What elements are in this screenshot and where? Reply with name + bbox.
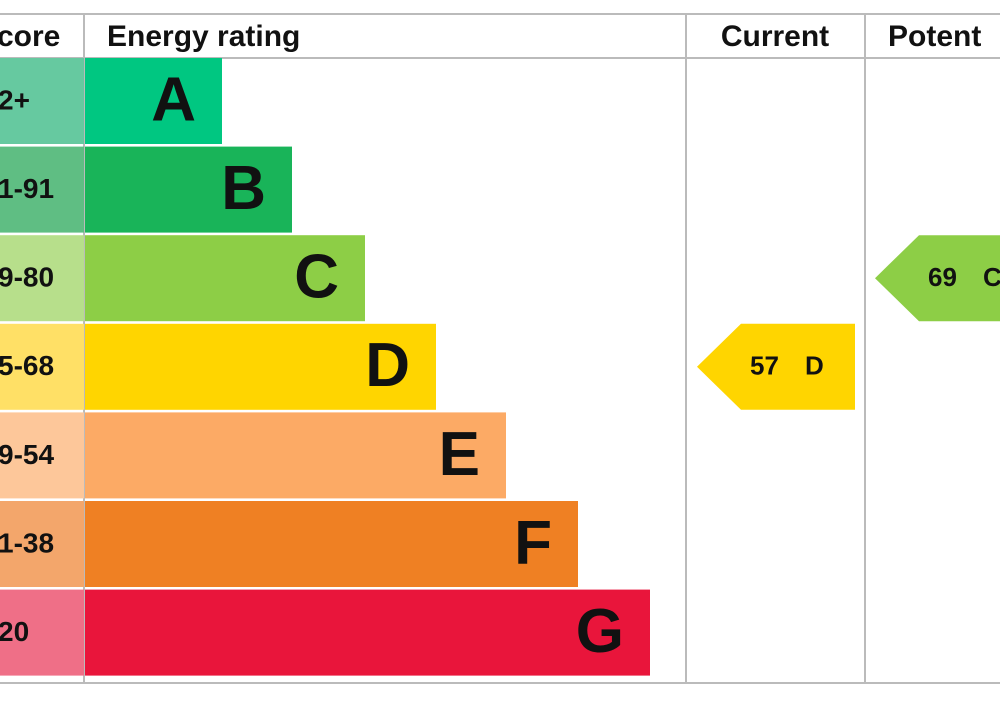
score-range: 20 — [0, 616, 29, 647]
current-value: 57 — [750, 351, 779, 381]
rating-letter: D — [365, 331, 410, 400]
rating-bar — [85, 589, 650, 676]
rating-letter: G — [576, 597, 624, 666]
score-range: 1-38 — [0, 527, 54, 558]
header-score: core — [0, 20, 60, 53]
rating-bar — [85, 146, 292, 233]
rating-bar — [85, 235, 365, 322]
header-current: Current — [721, 20, 829, 53]
rating-letter: C — [294, 243, 339, 312]
score-range: 9-54 — [0, 439, 54, 470]
score-cell — [0, 146, 84, 233]
rating-bar — [85, 412, 506, 499]
header-rating: Energy rating — [107, 20, 300, 53]
potential-arrow — [875, 235, 1000, 322]
header-potential: Potent — [888, 20, 981, 53]
rating-letter: B — [221, 154, 266, 223]
rating-bar — [85, 501, 578, 587]
current-band: D — [805, 351, 824, 381]
score-range: 1-91 — [0, 173, 54, 204]
rating-letter: E — [439, 420, 480, 489]
score-range: 9-80 — [0, 262, 54, 293]
rating-letter: F — [514, 508, 552, 577]
rating-bar — [85, 323, 436, 410]
score-cell — [0, 501, 84, 587]
score-cell — [0, 412, 84, 499]
potential-band: C — [983, 262, 1000, 292]
current-arrow — [697, 323, 855, 410]
score-cell — [0, 323, 84, 410]
score-cell — [0, 235, 84, 322]
rating-letter: A — [151, 65, 196, 134]
score-cell — [0, 589, 84, 676]
rating-bar — [85, 58, 222, 144]
potential-value: 69 — [928, 262, 957, 292]
score-cell — [0, 58, 84, 144]
score-range: 2+ — [0, 84, 30, 115]
score-range: 5-68 — [0, 350, 54, 381]
